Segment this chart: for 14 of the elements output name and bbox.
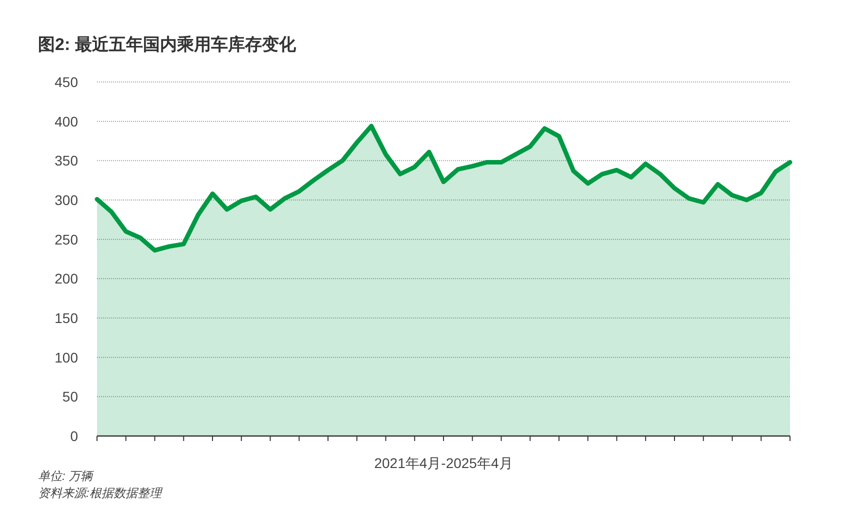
chart-title: 图2: 最近五年国内乘用车库存变化 — [38, 35, 297, 54]
y-tick-label: 50 — [62, 388, 78, 405]
x-axis-title: 2021年4月-2025年4月 — [374, 455, 513, 471]
y-tick-label: 0 — [70, 428, 78, 444]
y-tick-label: 450 — [54, 74, 78, 90]
y-tick-label: 400 — [54, 113, 78, 130]
y-tick-label: 150 — [54, 310, 78, 326]
text: 资料来源:根据数据整理 — [38, 486, 164, 500]
y-tick-label: 250 — [54, 231, 78, 248]
text: 单位: 万辆 — [38, 469, 95, 483]
y-tick-label: 100 — [54, 349, 78, 366]
y-tick-label: 200 — [54, 270, 78, 287]
y-tick-label: 350 — [54, 152, 78, 169]
y-tick-label: 300 — [54, 192, 78, 208]
